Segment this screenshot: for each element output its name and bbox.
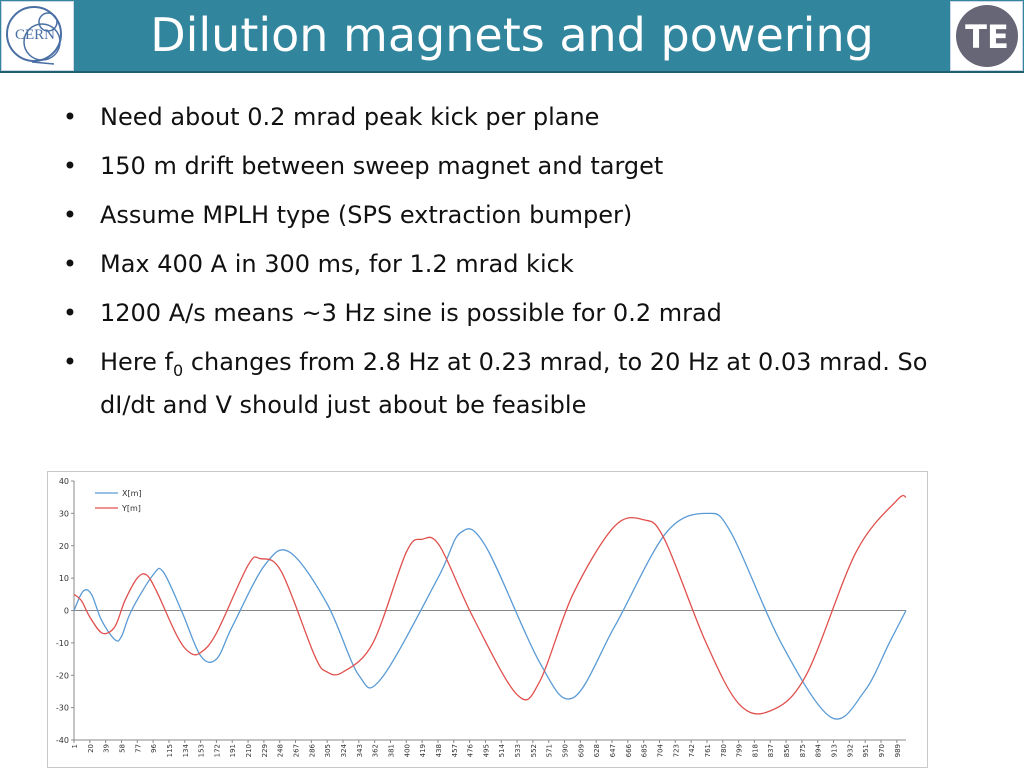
x-tick-label: 723: [672, 744, 680, 757]
te-logo: TE: [950, 1, 1023, 71]
x-tick-label: 837: [767, 744, 775, 757]
x-tick-label: 628: [593, 744, 601, 757]
legend-label: X[m]: [122, 489, 142, 498]
bullet-subscript: 0: [173, 360, 184, 380]
bullet-item: • Assume MPLH type (SPS extraction bumper…: [60, 198, 960, 232]
x-tick-label: 476: [467, 743, 475, 757]
y-tick-label: -30: [56, 704, 69, 713]
bullet-dot: •: [62, 201, 78, 229]
x-tick-label: 305: [324, 744, 332, 757]
legend-label: Y[m]: [121, 504, 141, 513]
svg-text:CERN: CERN: [15, 27, 55, 43]
x-tick-label: 666: [625, 743, 633, 757]
bullet-text: 1200 A/s means ~3 Hz sine is possible fo…: [100, 299, 722, 327]
x-tick-label: 191: [229, 744, 237, 757]
orbit-chart: 40 30 20 10 0 -10 -20 -30 -40 1 20 39 58 77 96 115 134 15…: [47, 471, 928, 768]
x-tick-label: 153: [198, 744, 206, 757]
orbit-chart-svg: 40 30 20 10 0 -10 -20 -30 -401 20 39 58 77 96 115 134 15…: [56, 477, 907, 757]
x-tick-label: 210: [245, 744, 253, 757]
x-tick-label: 894: [815, 743, 823, 757]
x-tick-label: 343: [356, 744, 364, 757]
bullet-item: • Here f0 changes from 2.8 Hz at 0.23 mra…: [60, 345, 960, 423]
bullet-dot: •: [62, 250, 78, 278]
bullet-text: Max 400 A in 300 ms, for 1.2 mrad kick: [100, 250, 574, 278]
x-tick-label: 913: [831, 744, 839, 757]
x-tick-label: 286: [308, 743, 316, 757]
bullet-dot: •: [62, 299, 78, 327]
bullet-item: • Max 400 A in 300 ms, for 1.2 mrad kick: [60, 247, 960, 281]
x-tick-label: 761: [704, 744, 712, 757]
x-tick-label: 229: [261, 744, 269, 757]
x-tick-label: 704: [656, 743, 664, 757]
x-tick-label: 609: [577, 744, 585, 757]
x-tick-label: 438: [435, 744, 443, 757]
series-line-ym: [73, 494, 907, 715]
x-tick-label: 742: [688, 744, 696, 757]
x-tick-label: 248: [277, 744, 285, 757]
bullet-item: • 150 m drift between sweep magnet and ta…: [60, 149, 960, 183]
x-tick-label: 457: [451, 744, 459, 757]
te-logo-icon: TE: [951, 2, 1022, 70]
x-tick-label: 400: [403, 744, 411, 757]
slide-title: Dilution magnets and powering: [150, 8, 874, 62]
bullet-text: Need about 0.2 mrad peak kick per plane: [100, 103, 600, 131]
x-tick-label: 495: [482, 744, 490, 757]
x-tick-label: 419: [419, 744, 427, 757]
bullet-dot: •: [62, 348, 78, 376]
x-tick-label: 970: [878, 744, 886, 757]
title-bar: CERN Dilution magnets and powering TE: [0, 0, 1024, 73]
x-tick-label: 818: [751, 744, 759, 757]
x-tick-label: 685: [641, 744, 649, 757]
bullet-list: • Need about 0.2 mrad peak kick per plane…: [60, 100, 960, 438]
x-tick-label: 989: [894, 744, 902, 757]
x-tick-label: 514: [498, 743, 506, 757]
series-line-xm: [73, 512, 907, 720]
cern-logo: CERN: [1, 1, 74, 71]
x-tick-label: 571: [546, 744, 554, 757]
cern-logo-icon: CERN: [2, 2, 73, 70]
x-tick-label: 932: [846, 744, 854, 757]
x-tick-label: 552: [530, 744, 538, 757]
x-tick-label: 39: [103, 744, 111, 753]
y-tick-label: 20: [59, 542, 69, 551]
x-tick-label: 58: [118, 744, 126, 753]
x-tick-label: 96: [150, 743, 158, 752]
x-tick-label: 115: [166, 744, 174, 757]
bullet-text-post: changes from 2.8 Hz at 0.23 mrad, to 20 …: [100, 348, 928, 419]
x-tick-label: 856: [783, 743, 791, 757]
bullet-text-pre: Here f: [100, 348, 173, 376]
y-tick-label: -20: [56, 671, 69, 680]
y-tick-label: 30: [59, 509, 69, 518]
x-tick-label: 647: [609, 744, 617, 757]
x-tick-label: 875: [799, 744, 807, 757]
svg-text:TE: TE: [965, 18, 1009, 56]
y-tick-label: 10: [59, 574, 69, 583]
bullet-text: 150 m drift between sweep magnet and tar…: [100, 152, 664, 180]
x-tick-label: 324: [340, 743, 348, 757]
x-tick-label: 1: [71, 744, 79, 748]
x-tick-label: 20: [87, 744, 95, 753]
y-tick-label: 0: [64, 607, 69, 616]
bullet-item: • 1200 A/s means ~3 Hz sine is possible f…: [60, 296, 960, 330]
bullet-item: • Need about 0.2 mrad peak kick per plane: [60, 100, 960, 134]
x-tick-label: 134: [182, 743, 190, 757]
y-tick-label: -40: [56, 736, 69, 745]
x-tick-label: 951: [862, 744, 870, 757]
x-tick-label: 590: [562, 744, 570, 757]
y-tick-label: -10: [56, 639, 69, 648]
x-tick-label: 172: [213, 744, 221, 757]
x-tick-label: 381: [387, 744, 395, 757]
x-tick-label: 780: [720, 744, 728, 757]
x-tick-label: 533: [514, 744, 522, 757]
x-tick-label: 362: [372, 744, 380, 757]
x-tick-label: 267: [293, 744, 301, 757]
bullet-dot: •: [62, 103, 78, 131]
y-tick-label: 40: [59, 477, 69, 486]
bullet-dot: •: [62, 152, 78, 180]
bullet-text: Assume MPLH type (SPS extraction bumper): [100, 201, 633, 229]
x-tick-label: 799: [736, 744, 744, 757]
x-tick-label: 77: [134, 744, 142, 753]
